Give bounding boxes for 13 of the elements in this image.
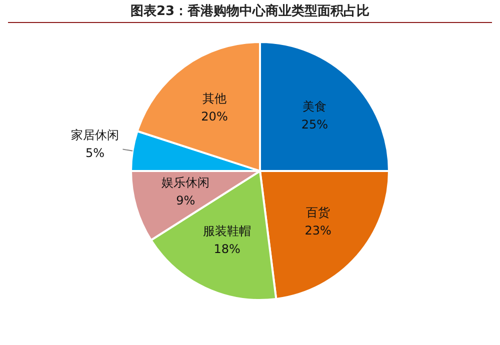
- slice-label: 美食: [302, 99, 327, 114]
- slice-label: 娱乐休闲: [162, 176, 210, 190]
- slice-label: 家居休闲: [71, 128, 120, 142]
- data-label: 5%: [86, 146, 105, 160]
- slice-label: 百货: [306, 205, 330, 220]
- data-label: 25%: [301, 117, 328, 132]
- chart-title: 图表23：香港购物中心商业类型面积占比: [129, 2, 371, 20]
- data-label: 18%: [214, 242, 240, 256]
- slice-label: 其他: [202, 92, 227, 106]
- data-label: 9%: [176, 194, 196, 208]
- slice-label: 服装鞋帽: [203, 224, 252, 238]
- data-label: 23%: [304, 223, 332, 238]
- data-label: 20%: [201, 110, 228, 124]
